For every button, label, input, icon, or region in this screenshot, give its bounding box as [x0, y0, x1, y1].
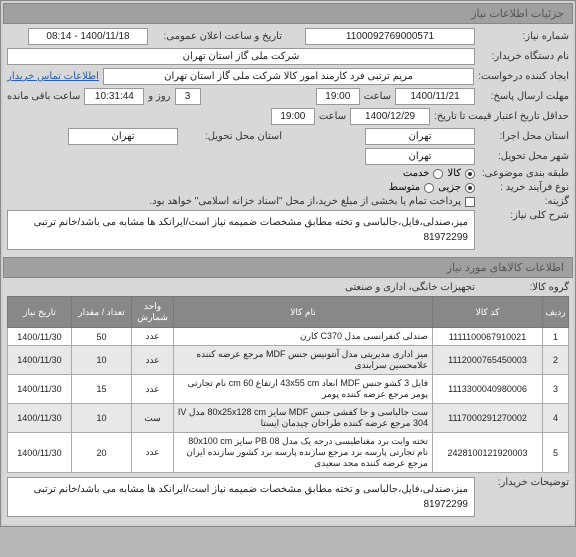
- table-row: 52428100121920003تخته وایت برد مغناطیسی …: [8, 433, 569, 473]
- section-need-info: جزئیات اطلاعات نیاز: [3, 3, 573, 24]
- cell-name: تخته وایت برد مغناطیسی درجه یک مدل PB 08…: [174, 433, 433, 473]
- label-creator: ایجاد کننده درخواست:: [478, 71, 569, 82]
- cell-rn: 1: [543, 328, 569, 346]
- table-row: 31113300040980006فایل 3 کشو جنس MDF ابعا…: [8, 375, 569, 404]
- cell-unit: عدد: [132, 375, 174, 404]
- cell-rn: 2: [543, 346, 569, 375]
- label-city-d: شهر محل تحویل:: [479, 151, 569, 162]
- cell-date: 1400/11/30: [8, 404, 72, 433]
- cell-unit: ست: [132, 404, 174, 433]
- cell-code: 1117000291270002: [433, 404, 543, 433]
- th-code: کد کالا: [433, 297, 543, 328]
- radio-proc-low-dot: [465, 183, 475, 193]
- cell-code: 1111100067910021: [433, 328, 543, 346]
- table-row: 41117000291270002ست جالباسی و جا کفشی جن…: [8, 404, 569, 433]
- cell-date: 1400/11/30: [8, 346, 72, 375]
- label-public-dt: تاریخ و ساعت اعلان عمومی:: [152, 31, 282, 42]
- label-goods-group: گروه کالا:: [479, 282, 569, 293]
- value-desc: میز،صندلی،فایل،جالباسی و تخته مطابق مشخص…: [7, 210, 475, 250]
- pay-note: پرداخت تمام یا بخشی از مبلغ خرید،از محل …: [149, 196, 461, 207]
- value-prov-del: تهران: [68, 128, 178, 145]
- cell-qty: 20: [72, 433, 132, 473]
- cell-date: 1400/11/30: [8, 433, 72, 473]
- cell-name: صندلی کنفرانسی مدل C370 کارن: [174, 328, 433, 346]
- goods-area: گروه کالا: تجهیزات خانگی، اداری و صنعتی …: [3, 278, 573, 524]
- value-resp-time: 19:00: [316, 88, 360, 105]
- label-saat-1: ساعت: [364, 91, 391, 102]
- radio-proc-mid-dot: [424, 183, 434, 193]
- label-prov-exec: استان محل اجرا:: [479, 131, 569, 142]
- radio-service[interactable]: خدمت: [403, 168, 444, 179]
- label-desc: شرح کلی نیاز:: [479, 210, 569, 221]
- value-city-d: تهران: [365, 148, 475, 165]
- cell-qty: 10: [72, 346, 132, 375]
- th-rn: ردیف: [543, 297, 569, 328]
- table-row: 11111100067910021صندلی کنفرانسی مدل C370…: [8, 328, 569, 346]
- cell-name: ست جالباسی و جا کفشی جنس MDF سایز 80x25x…: [174, 404, 433, 433]
- value-remain-days: 3: [175, 88, 201, 105]
- th-date: تاریخ نیاز: [8, 297, 72, 328]
- cell-code: 2428100121920003: [433, 433, 543, 473]
- label-baghi: ساعت باقی مانده: [7, 91, 80, 102]
- cell-qty: 15: [72, 375, 132, 404]
- value-valid-date: 1400/12/29: [350, 108, 430, 125]
- radio-service-dot: [433, 169, 443, 179]
- cell-code: 1112000765450003: [433, 346, 543, 375]
- cell-rn: 5: [543, 433, 569, 473]
- value-need-no: 1100092769000571: [305, 28, 475, 45]
- cell-qty: 50: [72, 328, 132, 346]
- cell-unit: عدد: [132, 346, 174, 375]
- radio-proc-mid-label: متوسط: [389, 182, 420, 193]
- goods-table: ردیف کد کالا نام کالا واحد شمارش تعداد /…: [7, 296, 569, 473]
- cell-name: میز اداری مدیریتی مدل آنتونیس جنس MDF مر…: [174, 346, 433, 375]
- cell-date: 1400/11/30: [8, 375, 72, 404]
- cell-rn: 3: [543, 375, 569, 404]
- cell-code: 1113300040980006: [433, 375, 543, 404]
- radio-goods-label: کالا: [447, 168, 461, 179]
- radio-proc-low[interactable]: جزیی: [438, 182, 475, 193]
- th-unit: واحد شمارش: [132, 297, 174, 328]
- label-resp-deadline: مهلت ارسال پاسخ:: [479, 91, 569, 102]
- value-goods-group: تجهیزات خانگی، اداری و صنعتی: [345, 282, 475, 293]
- label-valid: حداقل تاریخ اعتبار قیمت تا تاریخ:: [434, 111, 569, 122]
- contact-link[interactable]: اطلاعات تماس خریدار: [7, 71, 99, 82]
- cell-date: 1400/11/30: [8, 328, 72, 346]
- table-row: 21112000765450003میز اداری مدیریتی مدل آ…: [8, 346, 569, 375]
- value-creator: مریم ترتبی فرد کارمند امور کالا شرکت ملی…: [103, 68, 474, 85]
- value-public-dt: 1400/11/18 - 08:14: [28, 28, 148, 45]
- label-topic-class: طبقه بندی موضوعی:: [479, 168, 569, 179]
- cell-unit: عدد: [132, 328, 174, 346]
- value-prov-exec: تهران: [365, 128, 475, 145]
- th-qty: تعداد / مقدار: [72, 297, 132, 328]
- section-goods-info: اطلاعات کالاهای مورد نیاز: [3, 257, 573, 278]
- value-buyer-notes: میز،صندلی،فایل،جالباسی و تخته مطابق مشخص…: [7, 477, 475, 517]
- cell-rn: 4: [543, 404, 569, 433]
- value-valid-time: 19:00: [271, 108, 315, 125]
- cell-name: فایل 3 کشو جنس MDF ابعاد 43x55 cm ارتفاع…: [174, 375, 433, 404]
- need-info-form: شماره نیاز: 1100092769000571 تاریخ و ساع…: [3, 24, 573, 257]
- label-rooz: روز و: [148, 91, 170, 102]
- cell-unit: عدد: [132, 433, 174, 473]
- radio-proc-low-label: جزیی: [438, 182, 461, 193]
- radio-goods[interactable]: کالا: [447, 168, 475, 179]
- label-proc-type: نوع فرآیند خرید :: [479, 182, 569, 193]
- radio-goods-dot: [465, 169, 475, 179]
- radio-service-label: خدمت: [403, 168, 430, 179]
- value-remain-hms: 10:31:44: [84, 88, 144, 105]
- value-buyer-org: شرکت ملی گاز استان تهران: [7, 48, 475, 65]
- label-buyer-notes: توضیحات خریدار:: [479, 477, 569, 488]
- page-container: جزئیات اطلاعات نیاز شماره نیاز: 11000927…: [0, 0, 576, 527]
- cell-qty: 10: [72, 404, 132, 433]
- value-resp-date: 1400/11/21: [395, 88, 475, 105]
- label-prov-del: استان محل تحویل:: [182, 131, 282, 142]
- radio-proc-mid[interactable]: متوسط: [389, 182, 434, 193]
- th-name: نام کالا: [174, 297, 433, 328]
- label-buyer-org: نام دستگاه خریدار:: [479, 51, 569, 62]
- label-saat-2: ساعت: [319, 111, 346, 122]
- checkbox-pay[interactable]: [465, 197, 475, 207]
- label-need-no: شماره نیاز:: [479, 31, 569, 42]
- label-purpose: گزینه:: [479, 196, 569, 207]
